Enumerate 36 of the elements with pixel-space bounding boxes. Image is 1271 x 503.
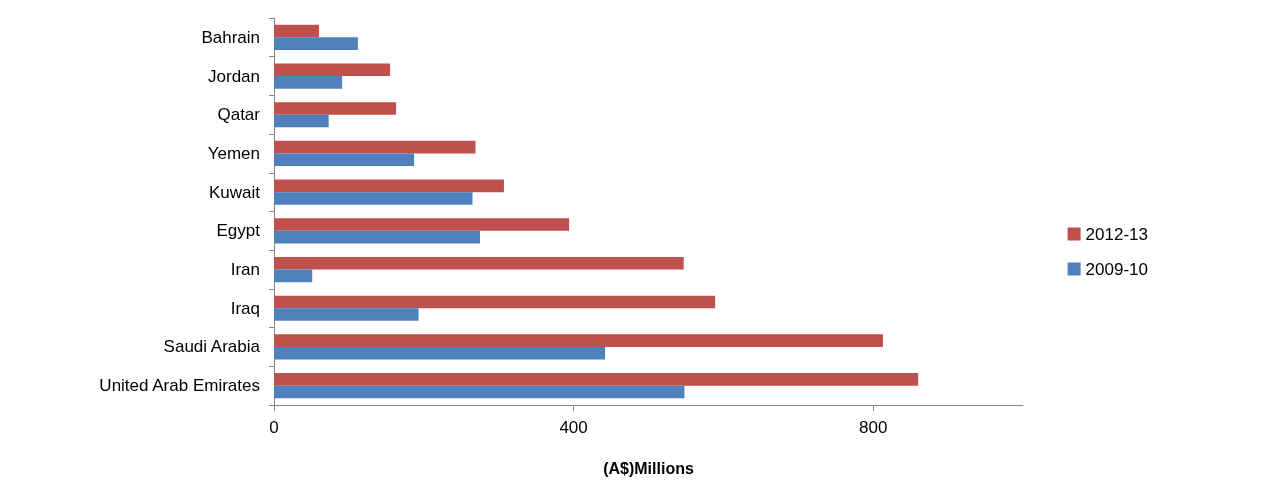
- y-tick-label: United Arab Emirates: [99, 376, 260, 396]
- bar: [274, 102, 397, 115]
- y-tick-label: Egypt: [216, 221, 261, 241]
- legend-label: 2009-10: [1085, 259, 1148, 279]
- bar: [274, 192, 473, 205]
- x-tick-label: 0: [269, 418, 279, 437]
- y-tick-label: Jordan: [208, 66, 260, 86]
- bar: [274, 24, 319, 38]
- bar: [274, 76, 343, 89]
- y-tick-label: Bahrain: [201, 27, 260, 47]
- y-tick-label: Kuwait: [208, 182, 261, 202]
- x-tick-label: 800: [859, 418, 888, 437]
- x-tick-label: 400: [559, 418, 588, 437]
- legend-label: 2012-13: [1085, 224, 1148, 244]
- bar: [274, 308, 419, 321]
- bar: [274, 295, 716, 309]
- bar: [274, 114, 329, 128]
- bar: [274, 153, 415, 167]
- y-tick-label: Yemen: [207, 143, 260, 163]
- bar: [274, 269, 313, 283]
- bar: [274, 334, 883, 347]
- bar: [274, 37, 358, 50]
- y-tick-label: Iraq: [230, 298, 260, 318]
- y-tick-label: Saudi Arabia: [163, 337, 261, 357]
- bar: [274, 373, 919, 386]
- y-tick-label: Qatar: [217, 105, 261, 125]
- bar: [274, 385, 685, 399]
- bar: [274, 230, 480, 244]
- bar: [274, 218, 570, 231]
- bar: [274, 179, 504, 193]
- bar: [274, 63, 391, 77]
- bar: [274, 256, 684, 270]
- x-axis-title: (A$)Millions: [603, 459, 694, 477]
- y-tick-label: Iran: [230, 260, 260, 280]
- bar: [274, 140, 476, 154]
- bar: [274, 346, 606, 360]
